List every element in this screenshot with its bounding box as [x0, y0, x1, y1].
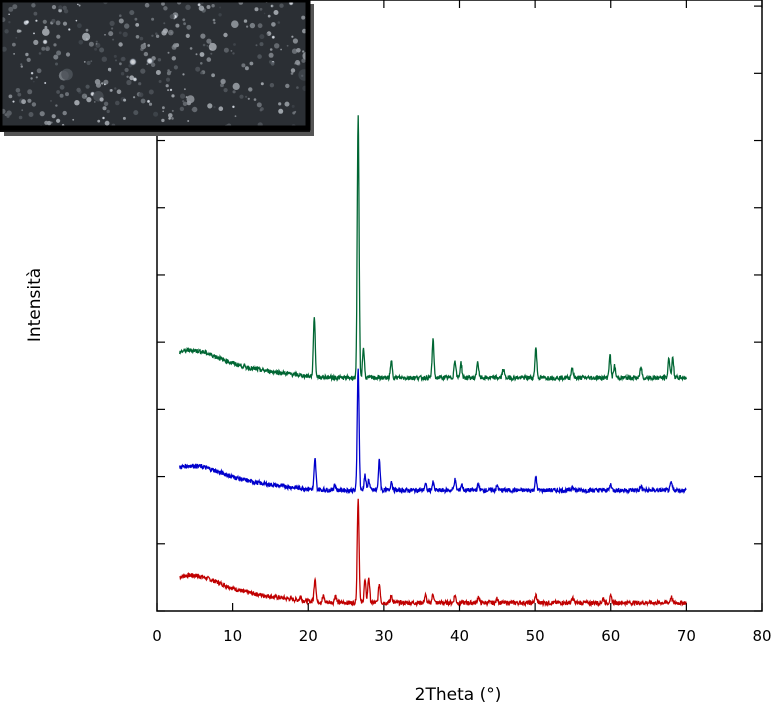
micrograph-inset [0, 0, 314, 136]
x-tick-label: 10 [223, 627, 242, 645]
series-trace-1 [179, 498, 687, 608]
series-trace-2 [179, 368, 687, 495]
x-tick-label: 0 [152, 627, 162, 645]
x-tick-label: 70 [677, 627, 696, 645]
x-tick-label: 80 [752, 627, 771, 645]
x-tick-label: 30 [374, 627, 393, 645]
x-tick-label: 40 [450, 627, 469, 645]
series-trace-3 [179, 115, 688, 383]
x-tick-label: 60 [601, 627, 620, 645]
x-tick-labels: 0 10 20 30 40 50 60 70 80 [152, 627, 771, 645]
x-tick-label: 50 [526, 627, 545, 645]
y-axis-title: Intensità [25, 268, 45, 342]
x-tick-label: 20 [299, 627, 318, 645]
x-axis-title: 2Theta (°) [415, 685, 502, 705]
series-traces [179, 115, 688, 608]
